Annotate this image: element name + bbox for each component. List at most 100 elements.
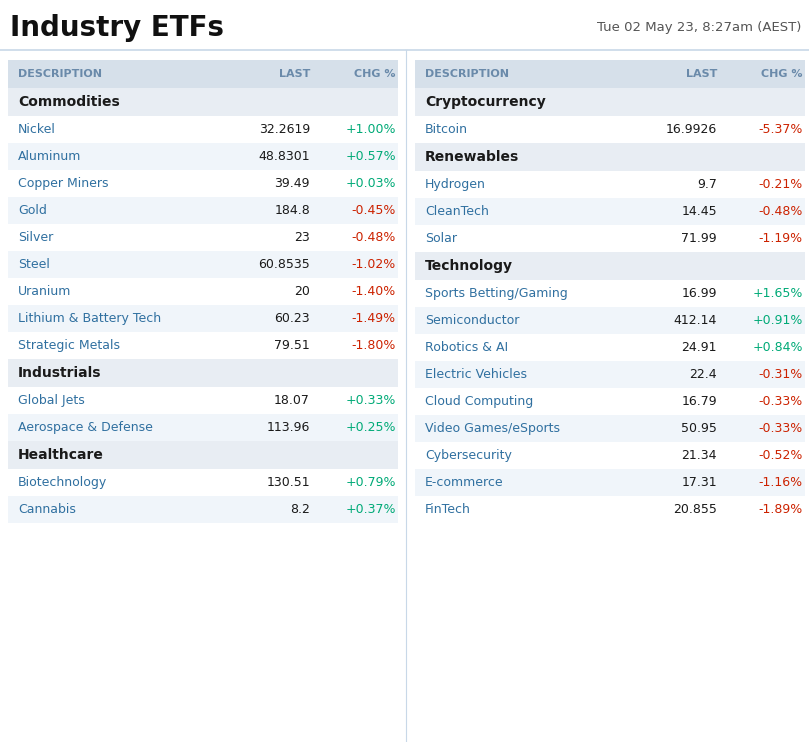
Text: Cloud Computing: Cloud Computing	[425, 395, 533, 408]
Bar	[415, 334, 805, 361]
Text: 9.7: 9.7	[697, 178, 717, 191]
Bar	[8, 305, 398, 332]
Text: +1.00%: +1.00%	[345, 123, 396, 136]
Text: Industrials: Industrials	[18, 366, 101, 380]
Bar	[8, 170, 398, 197]
Bar	[8, 359, 398, 387]
Bar	[415, 307, 805, 334]
Bar	[8, 197, 398, 224]
Bar	[415, 361, 805, 388]
Text: +0.79%: +0.79%	[345, 476, 396, 489]
Text: Silver: Silver	[18, 231, 53, 244]
Text: -0.48%: -0.48%	[352, 231, 396, 244]
Text: Robotics & AI: Robotics & AI	[425, 341, 508, 354]
Text: Strategic Metals: Strategic Metals	[18, 339, 120, 352]
Bar	[415, 171, 805, 198]
Text: -0.48%: -0.48%	[759, 205, 803, 218]
Text: Gold: Gold	[18, 204, 47, 217]
Text: +0.33%: +0.33%	[345, 394, 396, 407]
Text: 18.07: 18.07	[274, 394, 310, 407]
Bar	[8, 224, 398, 251]
Bar	[8, 332, 398, 359]
Text: -1.40%: -1.40%	[352, 285, 396, 298]
Text: 21.34: 21.34	[681, 449, 717, 462]
Text: Solar: Solar	[425, 232, 457, 245]
Text: 113.96: 113.96	[267, 421, 310, 434]
Text: 16.99: 16.99	[681, 287, 717, 300]
Text: +0.03%: +0.03%	[345, 177, 396, 190]
Text: -5.37%: -5.37%	[759, 123, 803, 136]
Bar	[415, 88, 805, 116]
Text: CHG %: CHG %	[761, 69, 803, 79]
Text: 79.51: 79.51	[274, 339, 310, 352]
Text: LAST: LAST	[278, 69, 310, 79]
Text: FinTech: FinTech	[425, 503, 471, 516]
Text: Sports Betting/Gaming: Sports Betting/Gaming	[425, 287, 568, 300]
Bar	[8, 469, 398, 496]
Text: Copper Miners: Copper Miners	[18, 177, 108, 190]
Text: 184.8: 184.8	[274, 204, 310, 217]
Text: 48.8301: 48.8301	[258, 150, 310, 163]
Text: Renewables: Renewables	[425, 150, 519, 164]
Text: +0.84%: +0.84%	[752, 341, 803, 354]
Text: 22.4: 22.4	[689, 368, 717, 381]
Text: -0.45%: -0.45%	[352, 204, 396, 217]
Text: Aerospace & Defense: Aerospace & Defense	[18, 421, 153, 434]
Text: Bitcoin: Bitcoin	[425, 123, 468, 136]
Text: 412.14: 412.14	[674, 314, 717, 327]
Text: Cybersecurity: Cybersecurity	[425, 449, 512, 462]
Text: Steel: Steel	[18, 258, 50, 271]
Bar	[415, 252, 805, 280]
Text: 17.31: 17.31	[681, 476, 717, 489]
Text: Semiconductor: Semiconductor	[425, 314, 519, 327]
Bar	[8, 278, 398, 305]
Text: 32.2619: 32.2619	[259, 123, 310, 136]
Bar	[8, 251, 398, 278]
Text: Industry ETFs: Industry ETFs	[10, 14, 224, 42]
Bar	[8, 116, 398, 143]
Bar	[8, 441, 398, 469]
Text: -0.21%: -0.21%	[759, 178, 803, 191]
Text: -1.49%: -1.49%	[352, 312, 396, 325]
Bar	[8, 60, 398, 88]
Bar	[8, 387, 398, 414]
Text: -1.02%: -1.02%	[352, 258, 396, 271]
Bar	[415, 198, 805, 225]
Text: Biotechnology: Biotechnology	[18, 476, 108, 489]
Text: 23: 23	[294, 231, 310, 244]
Text: -1.19%: -1.19%	[759, 232, 803, 245]
Text: -1.80%: -1.80%	[352, 339, 396, 352]
Text: +0.57%: +0.57%	[345, 150, 396, 163]
Bar	[415, 60, 805, 88]
Text: 16.79: 16.79	[681, 395, 717, 408]
Text: Electric Vehicles: Electric Vehicles	[425, 368, 527, 381]
Bar	[415, 469, 805, 496]
Bar	[415, 415, 805, 442]
Bar	[415, 280, 805, 307]
Text: Nickel: Nickel	[18, 123, 56, 136]
Text: Lithium & Battery Tech: Lithium & Battery Tech	[18, 312, 161, 325]
Text: +0.91%: +0.91%	[752, 314, 803, 327]
Text: 20: 20	[294, 285, 310, 298]
Text: 8.2: 8.2	[290, 503, 310, 516]
Text: Tue 02 May 23, 8:27am (AEST): Tue 02 May 23, 8:27am (AEST)	[596, 22, 801, 34]
Text: 71.99: 71.99	[681, 232, 717, 245]
Text: E-commerce: E-commerce	[425, 476, 504, 489]
Text: 14.45: 14.45	[681, 205, 717, 218]
Text: -1.89%: -1.89%	[759, 503, 803, 516]
Text: 130.51: 130.51	[266, 476, 310, 489]
Text: 16.9926: 16.9926	[666, 123, 717, 136]
Text: -0.33%: -0.33%	[759, 422, 803, 435]
Bar	[8, 414, 398, 441]
Text: -0.33%: -0.33%	[759, 395, 803, 408]
Bar	[8, 143, 398, 170]
Text: +1.65%: +1.65%	[752, 287, 803, 300]
Text: DESCRIPTION: DESCRIPTION	[18, 69, 102, 79]
Text: Cryptocurrency: Cryptocurrency	[425, 95, 546, 109]
Text: 50.95: 50.95	[681, 422, 717, 435]
Bar	[8, 496, 398, 523]
Text: 39.49: 39.49	[274, 177, 310, 190]
Text: Commodities: Commodities	[18, 95, 120, 109]
Text: +0.25%: +0.25%	[345, 421, 396, 434]
Text: Technology: Technology	[425, 259, 513, 273]
